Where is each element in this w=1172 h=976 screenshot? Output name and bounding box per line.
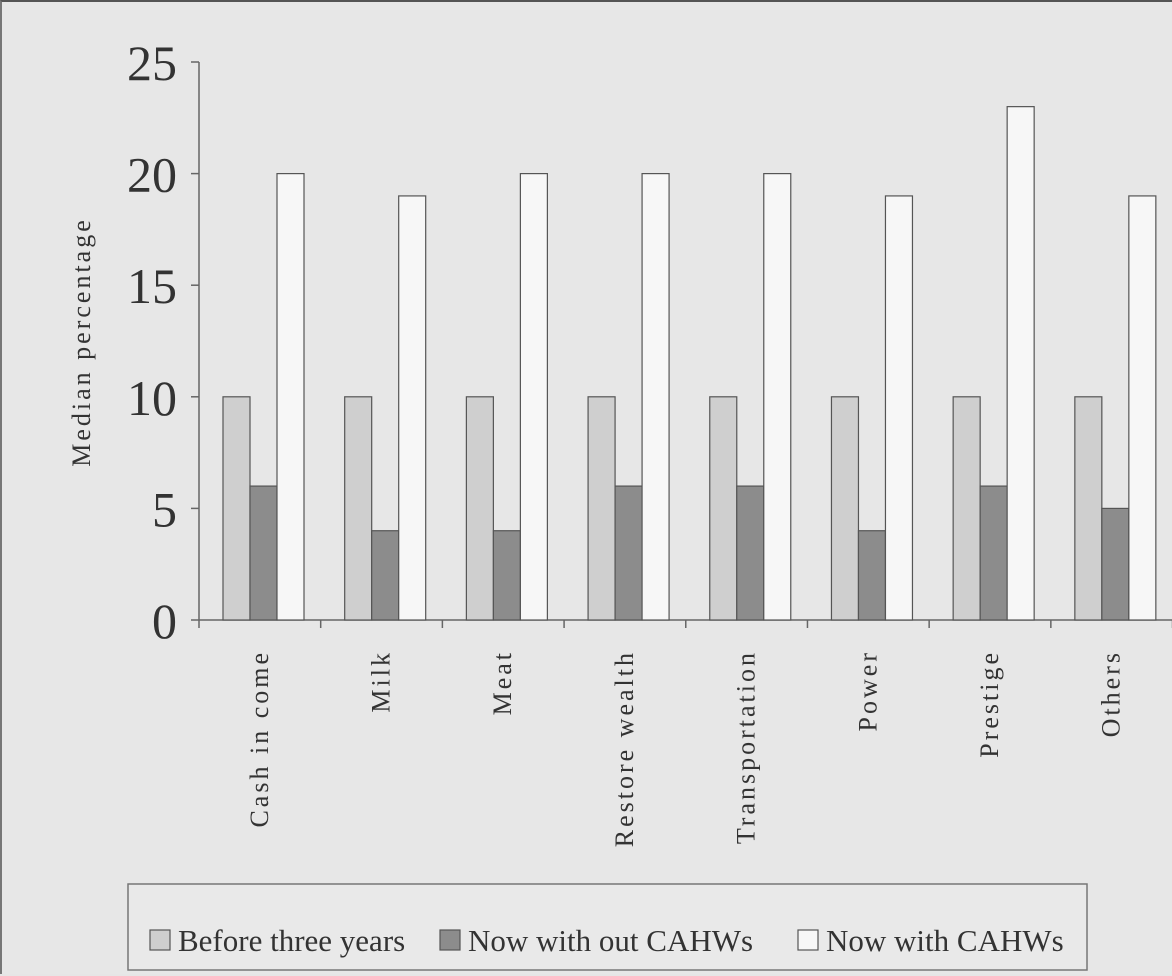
bar — [398, 195, 427, 621]
bar — [1128, 195, 1157, 621]
bar — [519, 173, 548, 621]
bar — [736, 485, 765, 621]
bar — [1101, 507, 1130, 621]
bar — [222, 396, 251, 621]
x-tick-label: Others — [1097, 650, 1126, 737]
bar — [344, 396, 373, 621]
bar — [857, 530, 887, 621]
legend-swatch — [797, 929, 819, 951]
y-tick-label: 15 — [127, 258, 177, 314]
legend-label: Now with CAHWs — [826, 923, 1064, 958]
bar — [465, 396, 494, 621]
y-tick-label: 5 — [152, 481, 177, 537]
bar — [709, 396, 738, 621]
y-axis-title-group: Median percentage — [67, 217, 96, 467]
y-tick-label: 10 — [127, 370, 177, 426]
bar — [952, 396, 981, 621]
y-tick-label: 0 — [152, 593, 177, 649]
bars — [222, 106, 1157, 621]
x-tick-label: Power — [853, 650, 882, 731]
legend-swatch — [149, 929, 171, 951]
x-tick-label: Meat — [488, 650, 517, 715]
x-tick-label: Restore wealth — [610, 650, 639, 847]
y-axis-title: Median percentage — [67, 217, 96, 467]
y-tick-label: 25 — [127, 35, 177, 91]
bar — [276, 173, 305, 621]
bar — [249, 485, 278, 621]
bar — [641, 173, 670, 621]
x-tick-label: Transportation — [732, 650, 761, 844]
legend: Before three years Now with out CAHWs Now … — [127, 883, 1088, 971]
bar — [884, 195, 914, 621]
bar — [614, 485, 643, 621]
x-tick-label: Prestige — [975, 650, 1004, 758]
y-tick-label: 20 — [127, 147, 177, 203]
bar — [763, 173, 792, 621]
bar — [830, 396, 860, 621]
bar — [1074, 396, 1103, 621]
x-tick-label: Milk — [367, 650, 396, 713]
legend-box — [127, 883, 1088, 971]
legend-swatch — [439, 929, 461, 951]
legend-label: Before three years — [178, 923, 405, 958]
bar — [587, 396, 616, 621]
legend-label: Now with out CAHWs — [468, 923, 753, 958]
bar — [492, 530, 521, 621]
bar — [1006, 106, 1035, 621]
x-tick-labels: Cash in come Milk Meat Restore wealth Transp… — [245, 650, 1126, 847]
bar — [371, 530, 400, 621]
bar — [979, 485, 1008, 621]
y-tick-labels: 0 5 10 15 20 25 — [127, 35, 177, 649]
x-tick-label: Cash in come — [245, 650, 274, 828]
